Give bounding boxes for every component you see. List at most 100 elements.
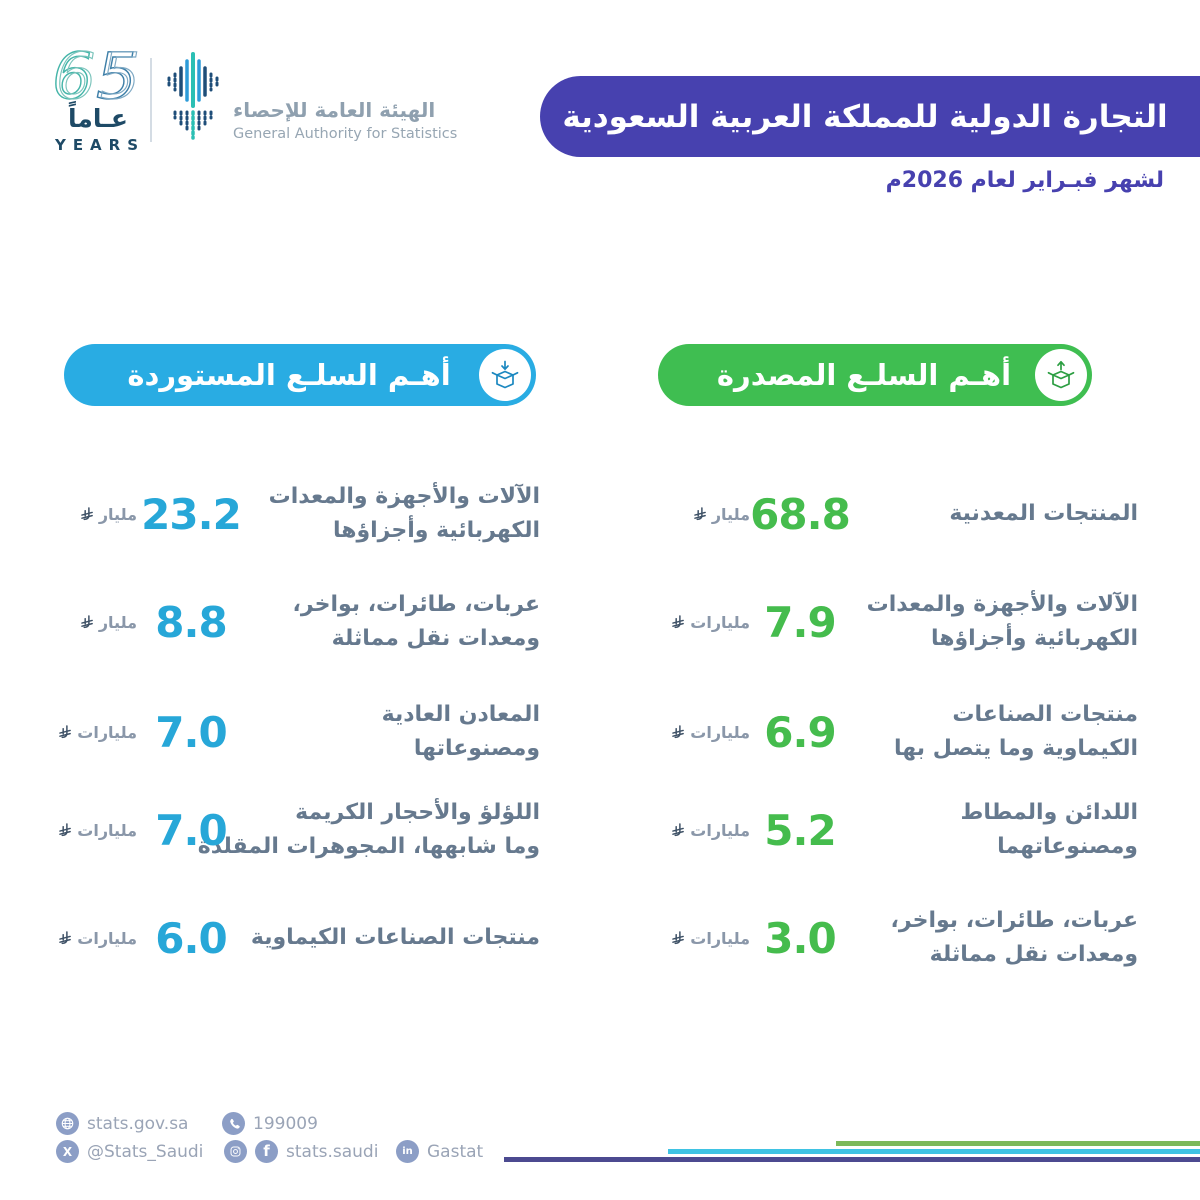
item-unit: مليار xyxy=(655,505,750,524)
item-label: منتجات الصناعات الكيماوية xyxy=(250,924,540,950)
item-label: المعادن العادية ومصنوعاتها xyxy=(381,701,540,761)
export-item: عربات، طائرات، بواخر، ومعدات نقل مماثلة … xyxy=(655,888,1138,988)
saudi-riyal-icon xyxy=(59,822,72,836)
decorative-bar-green xyxy=(836,1141,1200,1146)
item-value: 8.8 xyxy=(155,597,227,647)
globe-icon xyxy=(56,1112,79,1135)
import-item: منتجات الصناعات الكيماوية 6.0 مليارات xyxy=(50,888,540,988)
saudi-riyal-icon xyxy=(672,930,685,944)
item-label: اللدائن والمطاط ومصنوعاتهما xyxy=(960,799,1138,859)
saudi-riyal-icon xyxy=(672,614,685,628)
org-name-arabic: الهيئة العامة للإحصاء xyxy=(233,98,436,122)
import-item: اللؤلؤ والأحجار الكريمة وما شابهها، المج… xyxy=(50,780,540,880)
item-label: منتجات الصناعات الكيماوية وما يتصل بها xyxy=(894,701,1138,761)
footer-social-account[interactable]: f stats.saudi xyxy=(224,1140,378,1163)
export-item: اللدائن والمطاط ومصنوعاتهما 5.2 مليارات xyxy=(655,780,1138,880)
item-unit: مليارات xyxy=(655,613,750,632)
footer-x-account[interactable]: X @Stats_Saudi xyxy=(56,1140,203,1163)
item-label: المنتجات المعدنية xyxy=(949,500,1138,526)
65-years-english: YEARS xyxy=(54,136,146,154)
export-item: المنتجات المعدنية 68.8 مليار xyxy=(655,464,1138,564)
linkedin-icon: in xyxy=(396,1140,419,1163)
65-years-logo: 6 6 5 5 xyxy=(51,44,141,108)
title-banner: التجارة الدولية للمملكة العربية السعودية xyxy=(540,76,1200,157)
item-unit: مليارات xyxy=(655,723,750,742)
saudi-riyal-icon xyxy=(672,822,685,836)
svg-text:5: 5 xyxy=(100,44,140,108)
imports-box-icon xyxy=(479,349,531,401)
65-years-arabic: عـاماً xyxy=(68,104,128,133)
exports-section-title: أهـم السلـع المصدرة xyxy=(716,358,1012,392)
social-handle-text: stats.saudi xyxy=(286,1141,379,1162)
svg-text:6: 6 xyxy=(52,44,92,108)
item-value: 5.2 xyxy=(764,805,836,855)
org-name-english: General Authority for Statistics xyxy=(233,126,458,142)
unit-text: مليارات xyxy=(690,612,750,632)
decorative-bar-cyan xyxy=(668,1149,1200,1154)
saudi-riyal-icon xyxy=(693,506,706,520)
x-icon: X xyxy=(56,1140,79,1163)
unit-text: مليارات xyxy=(77,820,137,840)
item-label: الآلات والأجهزة والمعدات الكهربائية وأجز… xyxy=(268,483,540,543)
logo-divider xyxy=(150,58,152,142)
phone-icon xyxy=(222,1112,245,1135)
item-value: 7.0 xyxy=(155,707,227,757)
gastat-logo-icon xyxy=(167,52,219,140)
item-label: الآلات والأجهزة والمعدات الكهربائية وأجز… xyxy=(866,591,1138,651)
linkedin-handle-text: Gastat xyxy=(427,1141,484,1162)
item-value: 23.2 xyxy=(141,489,242,539)
import-item: الآلات والأجهزة والمعدات الكهربائية وأجز… xyxy=(50,464,540,564)
import-item: عربات، طائرات، بواخر، ومعدات نقل مماثلة … xyxy=(50,572,540,672)
export-item: الآلات والأجهزة والمعدات الكهربائية وأجز… xyxy=(655,572,1138,672)
facebook-icon: f xyxy=(255,1140,278,1163)
item-unit: مليارات xyxy=(655,821,750,840)
exports-section-header: أهـم السلـع المصدرة xyxy=(658,344,1092,406)
phone-text: 199009 xyxy=(253,1113,318,1134)
svg-text:6: 6 xyxy=(56,44,96,108)
item-label: اللؤلؤ والأحجار الكريمة وما شابهها، المج… xyxy=(197,799,540,859)
imports-section-header: أهـم السلـع المستوردة xyxy=(64,344,536,406)
item-value: 6.0 xyxy=(155,913,227,963)
import-item: المعادن العادية ومصنوعاتها 7.0 مليارات xyxy=(50,682,540,782)
footer-linkedin-account[interactable]: in Gastat xyxy=(396,1140,483,1163)
decorative-bar-purple xyxy=(504,1157,1200,1162)
unit-text: مليارات xyxy=(690,820,750,840)
unit-text: مليارات xyxy=(690,928,750,948)
item-unit: مليار xyxy=(50,505,137,524)
item-label: عربات، طائرات، بواخر، ومعدات نقل مماثلة xyxy=(292,591,540,651)
saudi-riyal-icon xyxy=(59,724,72,738)
export-item: منتجات الصناعات الكيماوية وما يتصل بها 6… xyxy=(655,682,1138,782)
item-unit: مليارات xyxy=(50,929,137,948)
website-text: stats.gov.sa xyxy=(87,1113,189,1134)
unit-text: مليارات xyxy=(77,928,137,948)
item-value: 6.9 xyxy=(764,707,836,757)
item-value: 7.0 xyxy=(155,805,227,855)
item-unit: مليار xyxy=(50,613,137,632)
unit-text: مليارات xyxy=(690,722,750,742)
item-value: 3.0 xyxy=(764,913,836,963)
item-unit: مليارات xyxy=(50,723,137,742)
unit-text: مليارات xyxy=(77,722,137,742)
item-value: 7.9 xyxy=(764,597,836,647)
exports-box-icon xyxy=(1035,349,1087,401)
footer-phone[interactable]: 199009 xyxy=(222,1112,318,1135)
item-unit: مليارات xyxy=(655,929,750,948)
instagram-icon xyxy=(224,1140,247,1163)
saudi-riyal-icon xyxy=(59,930,72,944)
unit-text: مليار xyxy=(711,504,750,524)
unit-text: مليار xyxy=(98,504,137,524)
page-title: التجارة الدولية للمملكة العربية السعودية xyxy=(562,98,1168,135)
saudi-riyal-icon xyxy=(672,724,685,738)
saudi-riyal-icon xyxy=(80,614,93,628)
item-label: عربات، طائرات، بواخر، ومعدات نقل مماثلة xyxy=(890,907,1138,967)
item-value: 68.8 xyxy=(750,489,851,539)
saudi-riyal-icon xyxy=(80,506,93,520)
x-handle-text: @Stats_Saudi xyxy=(87,1141,204,1162)
report-month: لشهر فبـراير لعام 2026م xyxy=(885,168,1164,193)
svg-text:5: 5 xyxy=(96,44,136,108)
item-unit: مليارات xyxy=(50,821,137,840)
imports-section-title: أهـم السلـع المستوردة xyxy=(127,358,451,392)
footer-website[interactable]: stats.gov.sa xyxy=(56,1112,188,1135)
unit-text: مليار xyxy=(98,612,137,632)
